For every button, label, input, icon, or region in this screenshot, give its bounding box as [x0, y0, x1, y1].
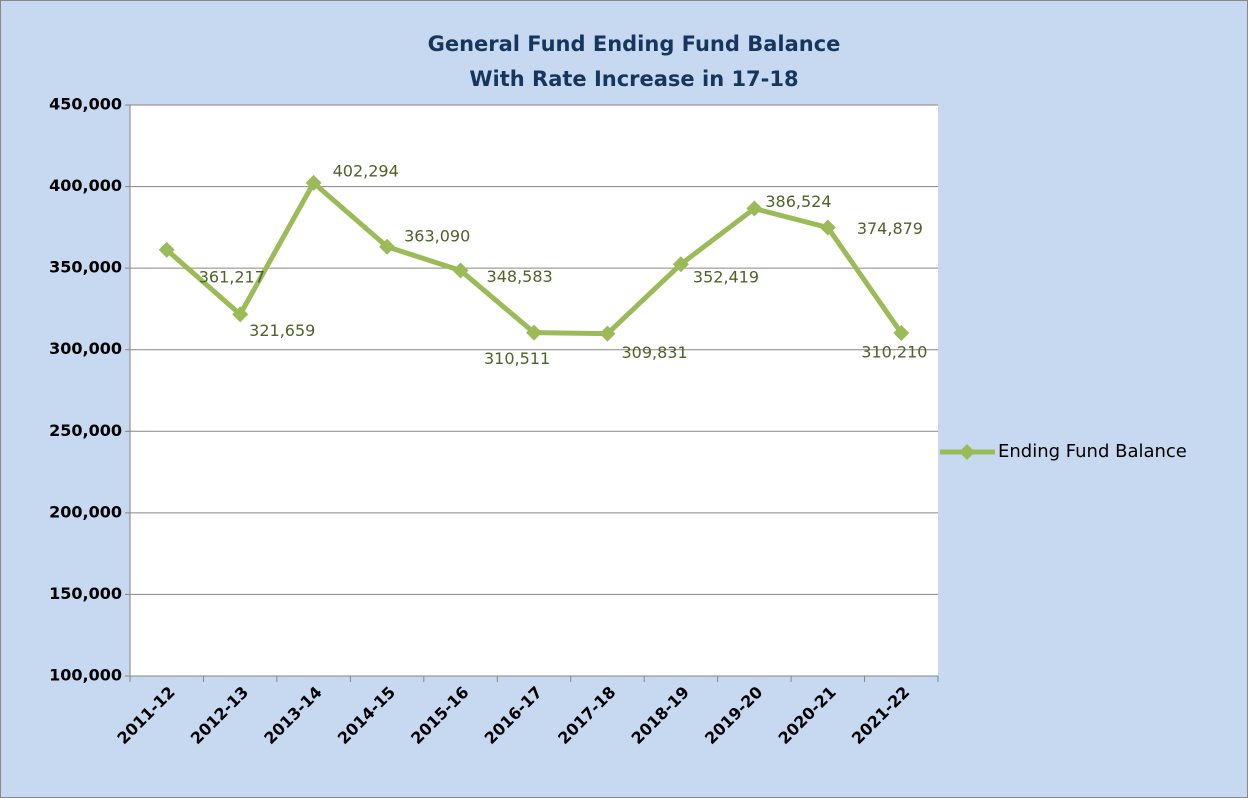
data-label: 402,294	[333, 161, 399, 180]
legend-label: Ending Fund Balance	[998, 441, 1187, 462]
legend-marker	[959, 444, 975, 460]
data-label: 352,419	[693, 268, 759, 287]
y-tick-label: 150,000	[49, 584, 122, 603]
data-label: 310,511	[484, 349, 550, 368]
y-tick-label: 100,000	[49, 666, 122, 685]
data-label: 321,659	[249, 321, 315, 340]
chart-subtitle: With Rate Increase in 17-18	[469, 67, 798, 91]
data-point	[379, 238, 396, 255]
y-tick-label: 400,000	[49, 176, 122, 195]
plot-area	[130, 105, 938, 676]
data-label: 309,831	[621, 343, 687, 362]
chart-title: General Fund Ending Fund Balance	[428, 32, 841, 56]
data-label: 348,583	[487, 267, 553, 286]
y-tick-label: 250,000	[49, 421, 122, 440]
y-tick-label: 300,000	[49, 339, 122, 358]
y-tick-label: 200,000	[49, 502, 122, 521]
y-tick-label: 450,000	[49, 95, 122, 114]
data-point	[158, 241, 175, 258]
data-point	[893, 325, 910, 342]
data-point	[526, 324, 542, 341]
data-point	[599, 325, 616, 342]
data-label: 361,217	[199, 267, 265, 286]
data-point	[232, 306, 249, 323]
data-label: 374,879	[857, 219, 923, 238]
data-point	[819, 219, 836, 236]
data-point	[746, 200, 763, 217]
data-point	[305, 174, 322, 191]
data-point	[672, 256, 689, 273]
y-tick-label: 350,000	[49, 258, 122, 277]
data-point	[452, 262, 469, 279]
data-label: 310,210	[861, 343, 927, 362]
data-label: 386,524	[765, 192, 831, 211]
data-label: 363,090	[404, 226, 470, 245]
